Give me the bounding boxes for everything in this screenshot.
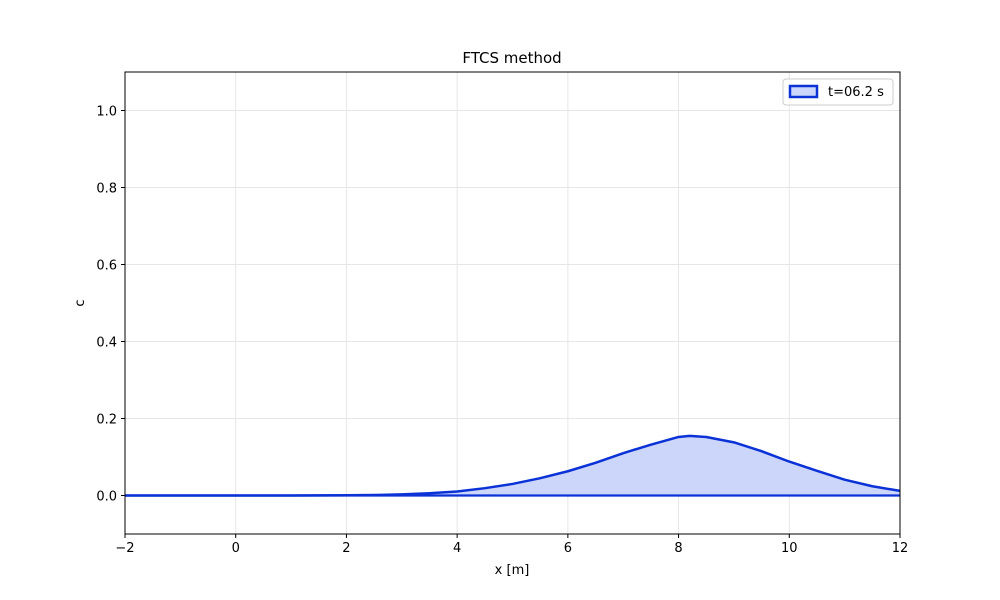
chart-title: FTCS method xyxy=(462,49,561,67)
axes-frame xyxy=(124,71,901,535)
x-tick-label: 10 xyxy=(781,541,798,556)
y-tick-label: 0.6 xyxy=(96,259,117,274)
grid-lines xyxy=(124,72,901,534)
legend-swatch xyxy=(788,84,819,99)
y-tick-label: 0.4 xyxy=(96,336,117,351)
x-tick-label: 2 xyxy=(342,541,350,556)
y-tick-label: 0.0 xyxy=(96,490,117,505)
x-tick-label: 8 xyxy=(674,541,682,556)
legend-label: t=06.2 s xyxy=(828,85,884,100)
x-axis: −2 0 2 4 6 8 10 12 xyxy=(115,534,908,556)
y-axis-label: c xyxy=(73,299,88,306)
y-axis: 0.0 0.2 0.4 0.6 0.8 1.0 xyxy=(96,105,125,505)
y-tick-label: 0.2 xyxy=(96,413,117,428)
plot-area xyxy=(125,434,901,497)
x-axis-label: x [m] xyxy=(495,563,530,578)
x-tick-label: 6 xyxy=(564,541,572,556)
x-tick-label: −2 xyxy=(115,541,134,556)
y-tick-label: 0.8 xyxy=(96,182,117,197)
series-line xyxy=(125,434,901,497)
x-tick-label: 0 xyxy=(232,541,240,556)
x-tick-label: 4 xyxy=(453,541,461,556)
legend: t=06.2 s xyxy=(782,78,894,106)
y-tick-label: 1.0 xyxy=(96,105,117,120)
series-area-fill xyxy=(125,435,900,496)
x-tick-label: 12 xyxy=(892,541,909,556)
